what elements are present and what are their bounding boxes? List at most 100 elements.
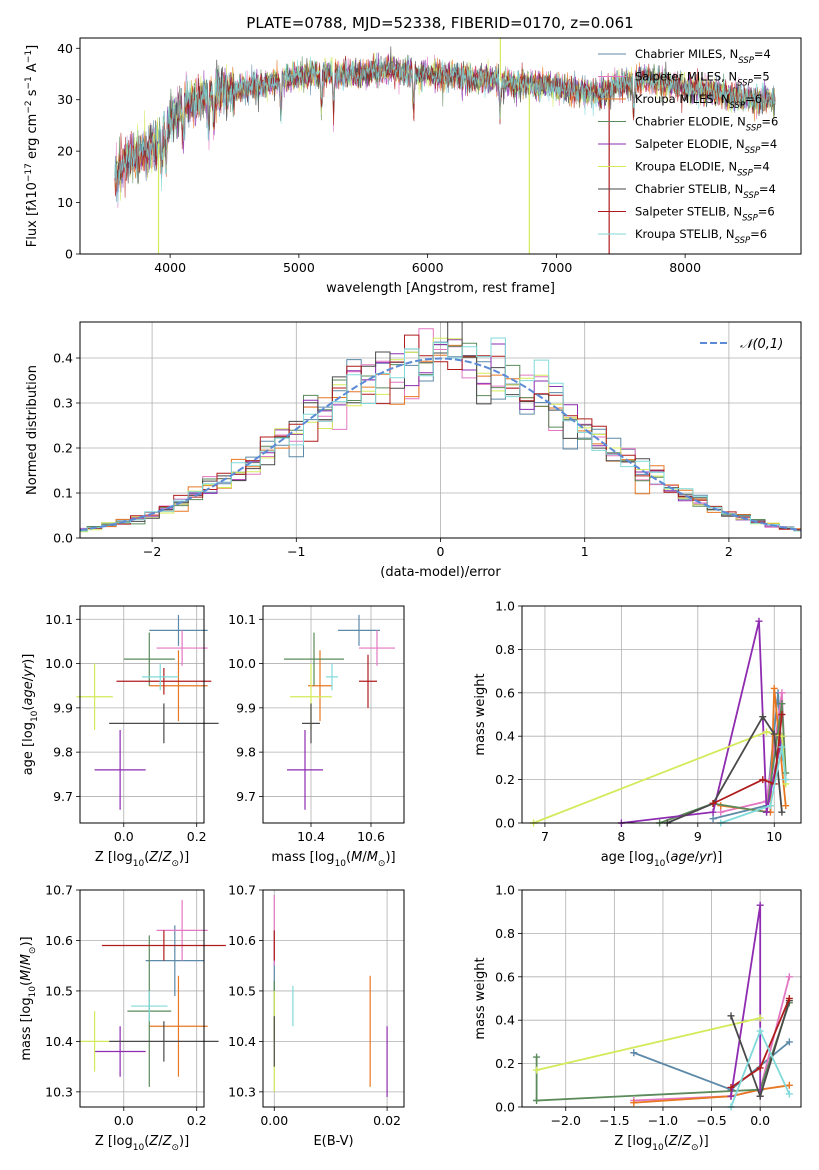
mass-weight-series <box>656 700 790 827</box>
axes-frame <box>521 889 802 1108</box>
legend-entry: Chabrier ELODIE, NSSP=6 <box>635 115 778 134</box>
error-bar-point <box>149 614 208 646</box>
error-bar-point <box>156 900 208 961</box>
legend-entry-sub: SSP <box>730 101 746 111</box>
mass-weight-marker <box>778 711 786 718</box>
y-tick-label: 9.8 <box>236 745 256 760</box>
axis-label-part: M <box>19 954 34 965</box>
age-vs-metallicity-panel: 0.0 0.29.79.89.910.010.1Z [log10(Z/Z⊙)]ag… <box>21 605 219 869</box>
error-bar-point <box>80 1011 110 1072</box>
mass-weight-marker <box>782 776 790 784</box>
x-tick-label: 7 <box>541 829 549 844</box>
x-tick-label: 2 <box>725 544 733 559</box>
mass-weight-marker <box>727 1092 735 1100</box>
y-tick-label: 9.8 <box>53 745 73 760</box>
x-tick-label: −2 <box>143 544 161 559</box>
legend-entry: Kroupa MILES, NSSP=6 <box>635 92 762 111</box>
y-tick-label: 0.8 <box>495 926 515 941</box>
y-tick-label: 1.0 <box>495 883 515 898</box>
y-tick-label: 9.7 <box>53 789 73 804</box>
x-tick-label: 10 <box>766 829 782 844</box>
y-axis-label: age [log10(age/yr)] <box>21 654 40 776</box>
x-axis-label-text: Z [log <box>95 1134 133 1149</box>
legend-entry: Salpeter MILES, NSSP=5 <box>635 70 770 89</box>
y-axis-label: mass [log10(M/M⊙)] <box>19 936 38 1060</box>
axis-label-part: age <box>21 681 36 705</box>
y-axis-label-text: Normed distribution <box>25 365 40 495</box>
x-axis-label: mass [log10(M/M⊙)] <box>271 850 395 869</box>
axis-label-part: 10 <box>654 859 666 869</box>
y-tick-label: 0.3 <box>53 396 73 411</box>
legend-entry-name: Kroupa STELIB, N <box>635 227 735 241</box>
legend-entry-tail: =4 <box>760 137 777 151</box>
x-tick-label: 5000 <box>283 260 315 275</box>
error-bar-point <box>326 663 338 691</box>
y-tick-label: 0.0 <box>495 816 515 831</box>
y-tick-label: 0.6 <box>495 969 515 984</box>
mass-weight-marker <box>709 815 717 823</box>
x-tick-label: 0.2 <box>187 829 207 844</box>
y-axis-label: Normed distribution <box>25 365 40 495</box>
legend-entry-name: Kroupa MILES, N <box>635 92 730 106</box>
legend-entry-name: Chabrier ELODIE, N <box>635 115 746 129</box>
legend-entry-tail: =6 <box>758 205 775 219</box>
y-tick-label: 0.1 <box>53 486 73 501</box>
x-tick-label: 7000 <box>540 260 572 275</box>
axis-label-part: yr <box>21 662 36 678</box>
mass-weight-marker <box>727 1083 735 1091</box>
axis-label-part: )] <box>699 1134 709 1149</box>
legend-entry-name: Chabrier MILES, N <box>635 47 738 61</box>
y-tick-label: 10.1 <box>45 612 73 627</box>
y-tick-label: 9.9 <box>236 700 256 715</box>
mass-weight-marker <box>630 1099 638 1107</box>
y-tick-label: 0.2 <box>495 772 515 787</box>
error-bar-point <box>131 990 168 1022</box>
spectrum-panel: 4000 5000 6000 7000 8000 0 10 20 30 40 wavelength … <box>24 37 802 296</box>
legend-entry: Kroupa STELIB, NSSP=6 <box>635 227 767 246</box>
mass-weight-line <box>536 1017 761 1071</box>
y-tick-label: 10.4 <box>228 1034 256 1049</box>
x-tick-label: 10.6 <box>357 829 385 844</box>
x-tick-label: 8 <box>617 829 625 844</box>
axis-label-part: −1 <box>24 50 34 63</box>
mass-weight-marker <box>778 700 786 708</box>
axis-label-part: ( <box>144 1134 149 1149</box>
error-bar-point <box>116 668 212 695</box>
mass-weight-marker <box>778 808 786 816</box>
mass-weight-marker <box>533 1066 541 1074</box>
x-tick-label: 0 <box>437 544 445 559</box>
legend-entry: Chabrier MILES, NSSP=4 <box>635 47 771 66</box>
axis-label-part: Z <box>668 1134 679 1149</box>
axis-label-part: / <box>158 850 163 865</box>
y-axis-label: Flux [fλ10−17 erg cm−2 s−1 A−1] <box>24 45 40 247</box>
mass-weight-vs-metallicity-panel: −2.0 −1.5 −1.0 −0.5 0.0 0.0 0.2 0.4 0.6 0.8 1.0 Z [… <box>473 883 802 1153</box>
axis-label-part: / <box>695 850 700 865</box>
axis-label-part: Z <box>681 1134 692 1149</box>
error-bar-point <box>109 703 219 744</box>
axis-label-part: −1 <box>24 76 34 89</box>
error-bar-point <box>287 730 323 810</box>
mass-weight-marker <box>785 973 793 981</box>
legend-entry: Salpeter STELIB, NSSP=6 <box>635 205 775 224</box>
mass-weight-marker <box>756 1014 764 1022</box>
error-bar-point <box>359 630 395 666</box>
y-tick-label: 10.0 <box>45 656 73 671</box>
axis-label-part: −2 <box>24 100 34 113</box>
axis-label-part: ] <box>25 45 40 50</box>
y-tick-label: 10 <box>57 195 73 210</box>
axis-label-part: 10 <box>30 710 40 722</box>
mass-weight-marker <box>763 808 771 816</box>
error-bar-point <box>94 730 146 810</box>
y-tick-label: 1.0 <box>495 599 515 614</box>
y-tick-label: 0.2 <box>495 1056 515 1071</box>
legend-entry-name: Salpeter STELIB, N <box>635 205 742 219</box>
legend-entry-sub: SSP <box>745 146 761 156</box>
x-tick-label: 0.0 <box>114 829 134 844</box>
y-tick-label: 10.5 <box>45 983 73 998</box>
axis-label-part: / <box>21 676 36 681</box>
error-bar-point <box>142 663 179 691</box>
axis-label-part: λ <box>25 199 40 208</box>
